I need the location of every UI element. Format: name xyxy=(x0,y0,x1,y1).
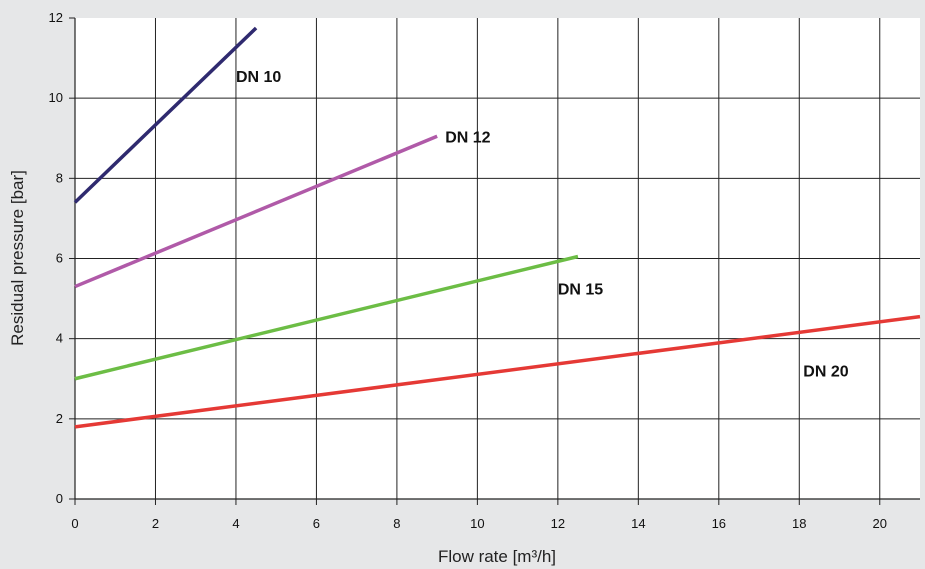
series-lines xyxy=(73,26,921,429)
y-tick-label-12: 12 xyxy=(49,10,63,25)
series-label-dn-10: DN 10 xyxy=(236,69,281,86)
x-tick-label-16: 16 xyxy=(712,516,726,531)
series-label-dn-15: DN 15 xyxy=(558,282,603,299)
y-tick-label-6: 6 xyxy=(56,251,63,266)
y-axis-label: Residual pressure [bar] xyxy=(8,170,27,346)
x-tick-label-4: 4 xyxy=(232,516,239,531)
x-tick-label-2: 2 xyxy=(152,516,159,531)
x-tick-label-10: 10 xyxy=(470,516,484,531)
x-axis-label: Flow rate [m³/h] xyxy=(438,547,556,566)
series-line-dn-10 xyxy=(73,26,258,204)
y-tick-label-4: 4 xyxy=(56,331,63,346)
x-tick-label-6: 6 xyxy=(313,516,320,531)
x-tick-label-8: 8 xyxy=(393,516,400,531)
series-label-dn-20: DN 20 xyxy=(803,364,848,381)
series-line-dn-15 xyxy=(74,254,579,381)
x-tick-label-14: 14 xyxy=(631,516,645,531)
y-axis-ticks: 0 2 4 6 8 10 12 xyxy=(49,10,75,506)
series-line-dn-20 xyxy=(74,314,921,429)
y-tick-label-10: 10 xyxy=(49,90,63,105)
grid-lines xyxy=(75,18,920,499)
series-line-dn-12 xyxy=(74,134,438,289)
series-labels: DN 10 DN 12 DN 15 DN 20 xyxy=(236,69,849,381)
y-tick-label-0: 0 xyxy=(56,491,63,506)
x-tick-label-18: 18 xyxy=(792,516,806,531)
series-label-dn-12: DN 12 xyxy=(445,129,490,146)
y-tick-label-8: 8 xyxy=(56,170,63,185)
x-tick-label-20: 20 xyxy=(873,516,887,531)
y-tick-label-2: 2 xyxy=(56,411,63,426)
x-axis-ticks: 0 2 4 6 8 10 12 14 16 18 20 xyxy=(71,499,887,531)
x-tick-label-0: 0 xyxy=(71,516,78,531)
x-tick-label-12: 12 xyxy=(551,516,565,531)
